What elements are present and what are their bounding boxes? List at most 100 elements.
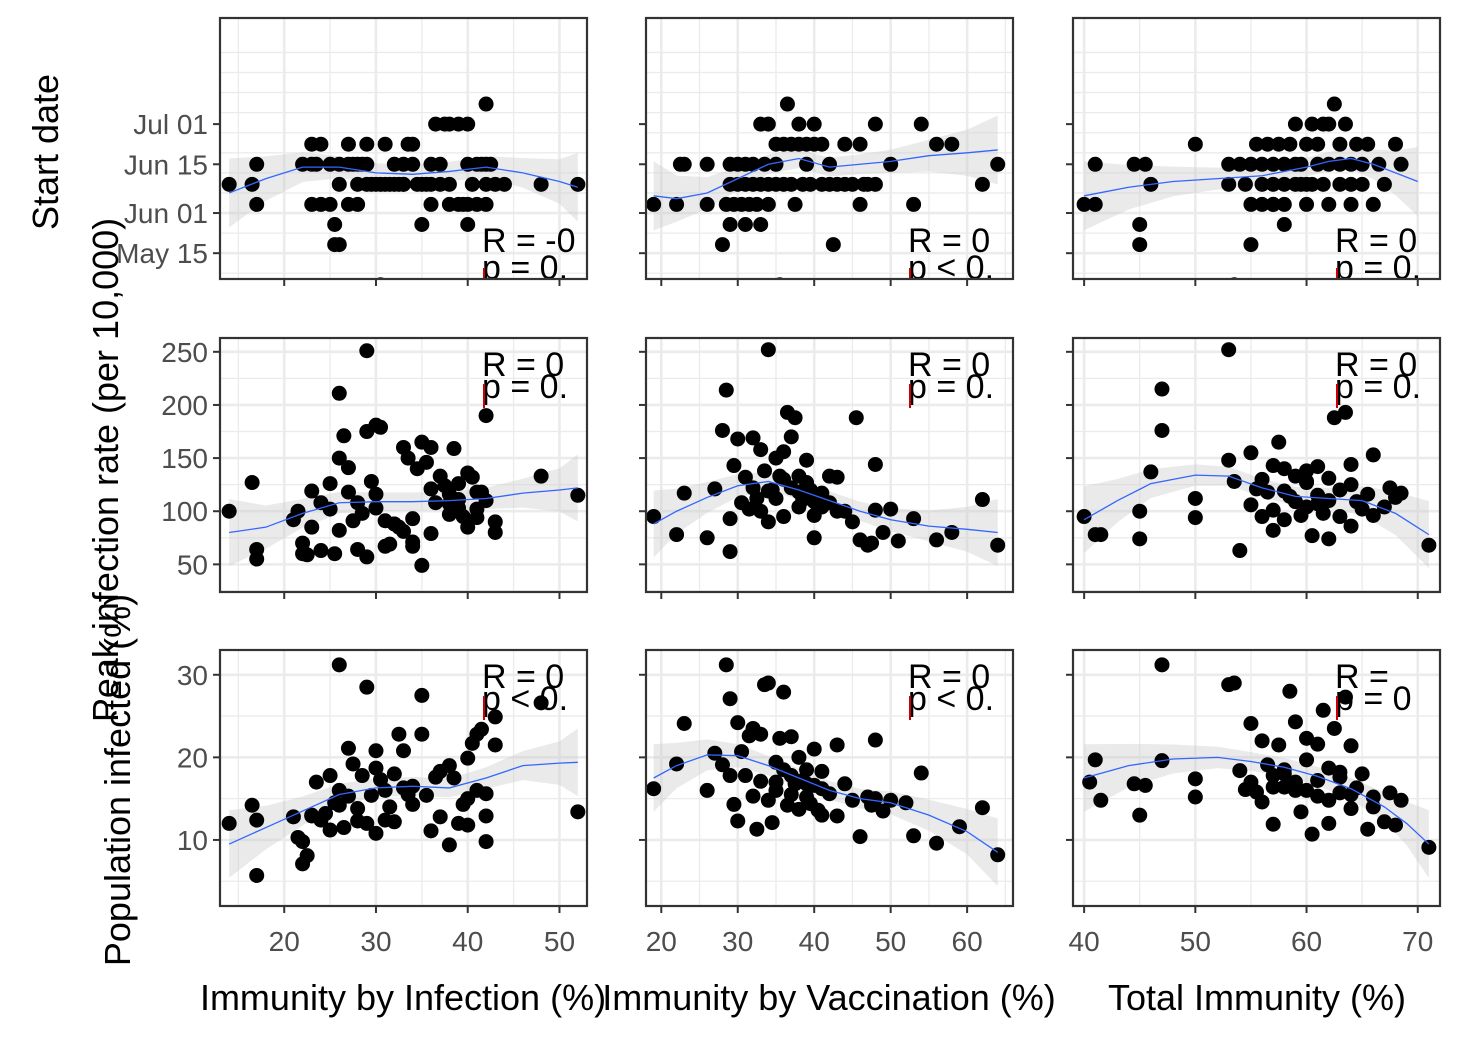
stat-p-label: p = 0.	[482, 249, 568, 287]
data-point	[340, 460, 356, 476]
data-point	[1276, 217, 1292, 233]
x-axis-title-immunity-infection: Immunity by Infection (%)	[200, 977, 606, 1018]
data-point	[1276, 196, 1292, 212]
data-point	[883, 792, 899, 808]
data-point	[718, 382, 734, 398]
data-point	[714, 757, 730, 773]
data-point	[1343, 156, 1359, 172]
data-point	[1393, 485, 1409, 501]
data-point	[1287, 714, 1303, 730]
data-point	[221, 176, 237, 192]
data-point	[318, 806, 334, 822]
data-point	[1243, 497, 1259, 513]
stat-p-label: p = 0.	[482, 368, 568, 406]
data-point	[1271, 434, 1287, 450]
stat-r-label: R = 0	[1335, 222, 1417, 260]
data-point	[432, 809, 448, 825]
data-point	[929, 835, 945, 851]
data-point	[1221, 342, 1237, 358]
x-tick-label: 60	[1291, 926, 1322, 957]
data-point	[570, 804, 586, 820]
data-point	[760, 196, 776, 212]
data-point	[1332, 509, 1348, 525]
data-point	[249, 196, 265, 212]
data-point	[423, 439, 439, 455]
data-point	[883, 501, 899, 517]
data-point	[1354, 176, 1370, 192]
data-point	[1187, 490, 1203, 506]
confidence-ribbon	[653, 115, 998, 231]
data-point	[1349, 136, 1365, 152]
panel-content: R = 0p = 0.	[1076, 96, 1421, 287]
y-tick-label: 200	[161, 390, 208, 421]
data-point	[464, 469, 480, 485]
data-point	[829, 808, 845, 824]
data-point	[340, 740, 356, 756]
data-point	[768, 774, 784, 790]
data-point	[753, 773, 769, 789]
data-point	[1304, 176, 1320, 192]
stat-p-label: p = 0.	[1335, 249, 1421, 287]
data-point	[749, 196, 765, 212]
data-point	[1310, 736, 1326, 752]
data-point	[1221, 176, 1237, 192]
data-point	[1343, 738, 1359, 754]
data-point	[331, 450, 347, 466]
data-point	[646, 196, 662, 212]
data-point	[441, 176, 457, 192]
data-point	[299, 848, 315, 864]
data-point	[1360, 821, 1376, 837]
data-point	[359, 549, 375, 565]
data-point	[1137, 777, 1153, 793]
data-point	[405, 796, 421, 812]
data-point	[405, 511, 421, 527]
data-point	[1082, 774, 1098, 790]
panel-r1-c1: R = 0p = 0.	[639, 336, 1015, 599]
data-point	[1087, 752, 1103, 768]
data-point	[570, 487, 586, 503]
data-point	[423, 481, 439, 497]
data-point	[359, 679, 375, 695]
data-point	[875, 524, 891, 540]
data-point	[423, 526, 439, 542]
data-point	[722, 217, 738, 233]
confidence-ribbon	[653, 739, 998, 887]
data-point	[327, 217, 343, 233]
data-point	[753, 442, 769, 458]
y-tick-label: 250	[161, 337, 208, 368]
data-point	[460, 217, 476, 233]
data-point	[974, 176, 990, 192]
data-point	[929, 532, 945, 548]
stat-p-label: p = 0.	[1335, 368, 1421, 406]
data-point	[753, 217, 769, 233]
data-point	[1143, 464, 1159, 480]
data-point	[814, 781, 830, 797]
data-point	[487, 737, 503, 753]
data-point	[791, 749, 807, 765]
data-point	[753, 503, 769, 519]
data-point	[313, 136, 329, 152]
panel-content: R = 0p < 0.	[221, 657, 586, 883]
data-point	[890, 533, 906, 549]
data-point	[460, 519, 476, 535]
data-point	[382, 536, 398, 552]
data-point	[386, 814, 402, 830]
data-point	[791, 801, 807, 817]
data-point	[368, 486, 384, 502]
data-point	[1087, 156, 1103, 172]
data-point	[768, 156, 784, 172]
data-point	[741, 501, 757, 517]
data-point	[1232, 156, 1248, 172]
smooth-line	[1083, 756, 1430, 845]
data-point	[313, 543, 329, 559]
data-point	[726, 458, 742, 474]
data-point	[757, 463, 773, 479]
data-point	[776, 509, 792, 525]
data-point	[1226, 473, 1242, 489]
panel-border	[1071, 336, 1442, 594]
data-point	[441, 486, 457, 502]
data-point	[1365, 507, 1381, 523]
x-tick-label: 20	[269, 926, 300, 957]
data-point	[1271, 136, 1287, 152]
